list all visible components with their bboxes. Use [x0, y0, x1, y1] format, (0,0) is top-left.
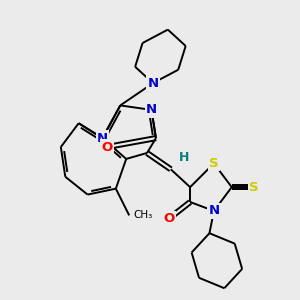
Text: S: S	[209, 157, 219, 170]
Text: S: S	[249, 181, 259, 194]
Text: O: O	[101, 140, 112, 154]
Text: N: N	[146, 103, 157, 116]
Text: CH₃: CH₃	[134, 210, 153, 220]
Text: O: O	[164, 212, 175, 225]
Text: N: N	[97, 132, 108, 145]
Text: N: N	[208, 204, 220, 218]
Text: H: H	[179, 151, 189, 164]
Text: N: N	[147, 76, 158, 90]
